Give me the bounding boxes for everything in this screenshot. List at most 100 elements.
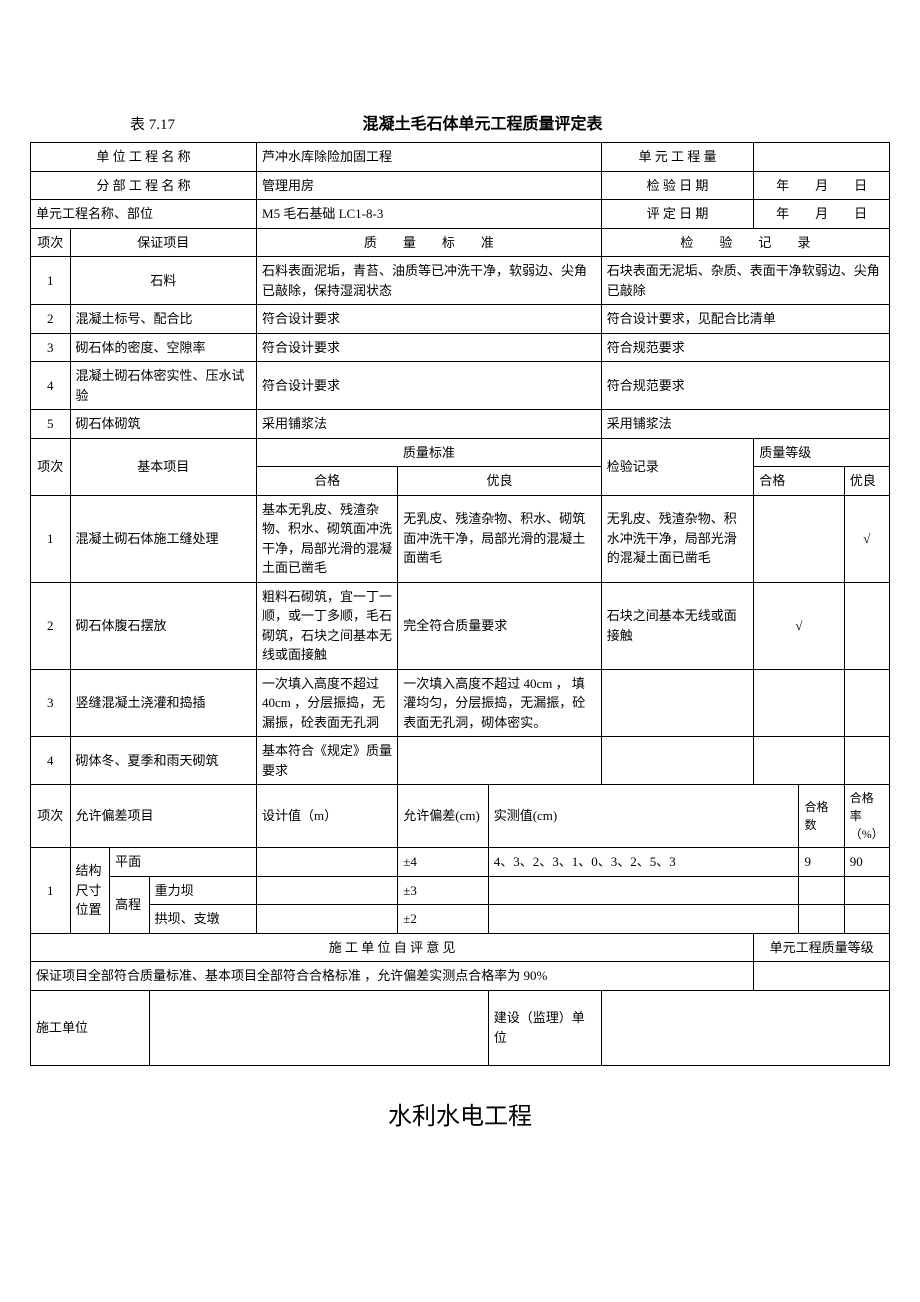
guarantee-seq: 2 bbox=[31, 305, 71, 334]
basic-good bbox=[398, 737, 601, 785]
basic-pass-mark bbox=[754, 495, 844, 582]
basic-pass-mark: √ bbox=[754, 582, 844, 669]
dev-pass-rate bbox=[844, 876, 889, 905]
basic-pass-mark bbox=[754, 737, 844, 785]
dev-measured: 4、3、2、3、1、0、3、2、5、3 bbox=[488, 848, 799, 877]
unit-project-name-label: 单 位 工 程 名 称 bbox=[31, 143, 257, 172]
dev-allowed: ±2 bbox=[398, 905, 488, 934]
dev-pass-count-label: 合格数 bbox=[799, 785, 844, 848]
basic-seq: 1 bbox=[31, 495, 71, 582]
basic-item: 竖缝混凝土浇灌和捣插 bbox=[70, 669, 256, 737]
guarantee-seq: 1 bbox=[31, 257, 71, 305]
guarantee-item: 砌石体砌筑 bbox=[70, 410, 256, 439]
basic-pass: 粗料石砌筑，宜一丁一顺，或一丁多顺，毛石砌筑，石块之间基本无线或面接触 bbox=[257, 582, 398, 669]
basic-pass: 基本符合《规定》质量要求 bbox=[257, 737, 398, 785]
guarantee-std: 采用铺浆法 bbox=[257, 410, 602, 439]
title-row: 表 7.17 混凝土毛石体单元工程质量评定表 bbox=[30, 110, 890, 134]
dev-pass-count bbox=[799, 905, 844, 934]
basic-rec bbox=[601, 669, 754, 737]
guarantee-seq: 4 bbox=[31, 362, 71, 410]
table-row: 1 结构尺寸位置 平面 ±4 4、3、2、3、1、0、3、2、5、3 9 90 bbox=[31, 848, 890, 877]
dev-design-value bbox=[257, 876, 398, 905]
basic-grade-good-label: 优良 bbox=[844, 467, 889, 496]
basic-pass: 基本无乳皮、残渣杂物、积水、砌筑面冲洗干净，局部光滑的混凝土面已凿毛 bbox=[257, 495, 398, 582]
guarantee-item: 石料 bbox=[70, 257, 256, 305]
guarantee-std: 符合设计要求 bbox=[257, 305, 602, 334]
table-row: 分 部 工 程 名 称 管理用房 检 验 日 期 年 月 日 bbox=[31, 171, 890, 200]
basic-pass-mark bbox=[754, 669, 844, 737]
unit-project-qty-label: 单 元 工 程 量 bbox=[601, 143, 754, 172]
guarantee-rec: 符合设计要求，见配合比清单 bbox=[601, 305, 889, 334]
dev-gravity-dam-label: 重力坝 bbox=[149, 876, 256, 905]
basic-item: 混凝土砌石体施工缝处理 bbox=[70, 495, 256, 582]
dev-measured bbox=[488, 905, 799, 934]
dev-plane-label: 平面 bbox=[110, 848, 257, 877]
basic-inspect-record-label: 检验记录 bbox=[601, 438, 754, 495]
dev-struct-label: 结构尺寸位置 bbox=[70, 848, 110, 934]
unit-quality-grade-value bbox=[754, 962, 890, 991]
basic-quality-grade-label: 质量等级 bbox=[754, 438, 890, 467]
basic-good: 一次填入高度不超过 40cm ， 填灌均匀，分层振捣，无漏振，砼表面无孔洞，砌体… bbox=[398, 669, 601, 737]
self-eval-text: 保证项目全部符合质量标准、基本项目全部符合合格标准 ，允许偏差实测点合格率为 9… bbox=[31, 962, 754, 991]
unit-element-name-label: 单元工程名称、部位 bbox=[31, 200, 257, 229]
dev-height-label: 高程 bbox=[110, 876, 150, 933]
basic-good-mark bbox=[844, 582, 889, 669]
dev-group-seq: 1 bbox=[31, 848, 71, 934]
eval-date-label: 评 定 日 期 bbox=[601, 200, 754, 229]
table-row: 项次 基本项目 质量标准 检验记录 质量等级 bbox=[31, 438, 890, 467]
dev-allowed: ±3 bbox=[398, 876, 488, 905]
table-row: 高程 重力坝 ±3 bbox=[31, 876, 890, 905]
dev-allowed-label: 允许偏差(cm) bbox=[398, 785, 488, 848]
dev-seq-label: 项次 bbox=[31, 785, 71, 848]
basic-good: 无乳皮、残渣杂物、积水、砌筑面冲洗干净，局部光滑的混凝土面凿毛 bbox=[398, 495, 601, 582]
evaluation-table: 单 位 工 程 名 称 芦冲水库除险加固工程 单 元 工 程 量 分 部 工 程… bbox=[30, 142, 890, 1066]
basic-rec: 石块之间基本无线或面接触 bbox=[601, 582, 754, 669]
document-title: 混凝土毛石体单元工程质量评定表 bbox=[75, 110, 890, 134]
quality-std-label: 质 量 标 准 bbox=[257, 228, 602, 257]
basic-pass-label: 合格 bbox=[257, 467, 398, 496]
table-row: 保证项目全部符合质量标准、基本项目全部符合合格标准 ，允许偏差实测点合格率为 9… bbox=[31, 962, 890, 991]
basic-item: 砌体冬、夏季和雨天砌筑 bbox=[70, 737, 256, 785]
guarantee-rec: 采用铺浆法 bbox=[601, 410, 889, 439]
basic-item-label: 基本项目 bbox=[70, 438, 256, 495]
table-row: 4 砌体冬、夏季和雨天砌筑 基本符合《规定》质量要求 bbox=[31, 737, 890, 785]
basic-rec: 无乳皮、残渣杂物、积水冲洗干净，局部光滑的混凝土面已凿毛 bbox=[601, 495, 754, 582]
dev-measured-label: 实测值(cm) bbox=[488, 785, 799, 848]
unit-quality-grade-label: 单元工程质量等级 bbox=[754, 933, 890, 962]
basic-good-label: 优良 bbox=[398, 467, 601, 496]
construct-unit-value bbox=[149, 990, 488, 1065]
basic-seq-label: 项次 bbox=[31, 438, 71, 495]
table-row: 4 混凝土砌石体密实性、压水试验 符合设计要求 符合规范要求 bbox=[31, 362, 890, 410]
inspect-date-label: 检 验 日 期 bbox=[601, 171, 754, 200]
dev-item-label: 允许偏差项目 bbox=[70, 785, 256, 848]
guarantee-std: 符合设计要求 bbox=[257, 333, 602, 362]
guarantee-seq: 3 bbox=[31, 333, 71, 362]
dev-pass-rate bbox=[844, 905, 889, 934]
table-row: 项次 允许偏差项目 设计值（m） 允许偏差(cm) 实测值(cm) 合格数 合格… bbox=[31, 785, 890, 848]
table-row: 施 工 单 位 自 评 意 见 单元工程质量等级 bbox=[31, 933, 890, 962]
table-row: 2 砌石体腹石摆放 粗料石砌筑，宜一丁一顺，或一丁多顺，毛石砌筑，石块之间基本无… bbox=[31, 582, 890, 669]
table-row: 单 位 工 程 名 称 芦冲水库除险加固工程 单 元 工 程 量 bbox=[31, 143, 890, 172]
dev-pass-count bbox=[799, 876, 844, 905]
basic-quality-std-label: 质量标准 bbox=[257, 438, 602, 467]
page-footer: 水利水电工程 bbox=[30, 1096, 890, 1131]
basic-good-mark: √ bbox=[844, 495, 889, 582]
supervise-unit-value bbox=[601, 990, 889, 1065]
table-row: 1 混凝土砌石体施工缝处理 基本无乳皮、残渣杂物、积水、砌筑面冲洗干净，局部光滑… bbox=[31, 495, 890, 582]
basic-good-mark bbox=[844, 737, 889, 785]
table-row: 5 砌石体砌筑 采用铺浆法 采用铺浆法 bbox=[31, 410, 890, 439]
table-row: 施工单位 建设（监理）单位 bbox=[31, 990, 890, 1065]
unit-element-name-value: M5 毛石基础 LC1-8-3 bbox=[257, 200, 602, 229]
table-row: 单元工程名称、部位 M5 毛石基础 LC1-8-3 评 定 日 期 年 月 日 bbox=[31, 200, 890, 229]
inspect-date-value: 年 月 日 bbox=[754, 171, 890, 200]
basic-pass: 一次填入高度不超过 40cm ，分层振捣，无漏振，砼表面无孔洞 bbox=[257, 669, 398, 737]
guarantee-rec: 符合规范要求 bbox=[601, 333, 889, 362]
table-row: 2 混凝土标号、配合比 符合设计要求 符合设计要求，见配合比清单 bbox=[31, 305, 890, 334]
unit-project-name-value: 芦冲水库除险加固工程 bbox=[257, 143, 602, 172]
dev-pass-count: 9 bbox=[799, 848, 844, 877]
basic-seq: 3 bbox=[31, 669, 71, 737]
basic-item: 砌石体腹石摆放 bbox=[70, 582, 256, 669]
guarantee-item: 混凝土标号、配合比 bbox=[70, 305, 256, 334]
supervise-unit-label: 建设（监理）单位 bbox=[488, 990, 601, 1065]
guarantee-rec: 符合规范要求 bbox=[601, 362, 889, 410]
